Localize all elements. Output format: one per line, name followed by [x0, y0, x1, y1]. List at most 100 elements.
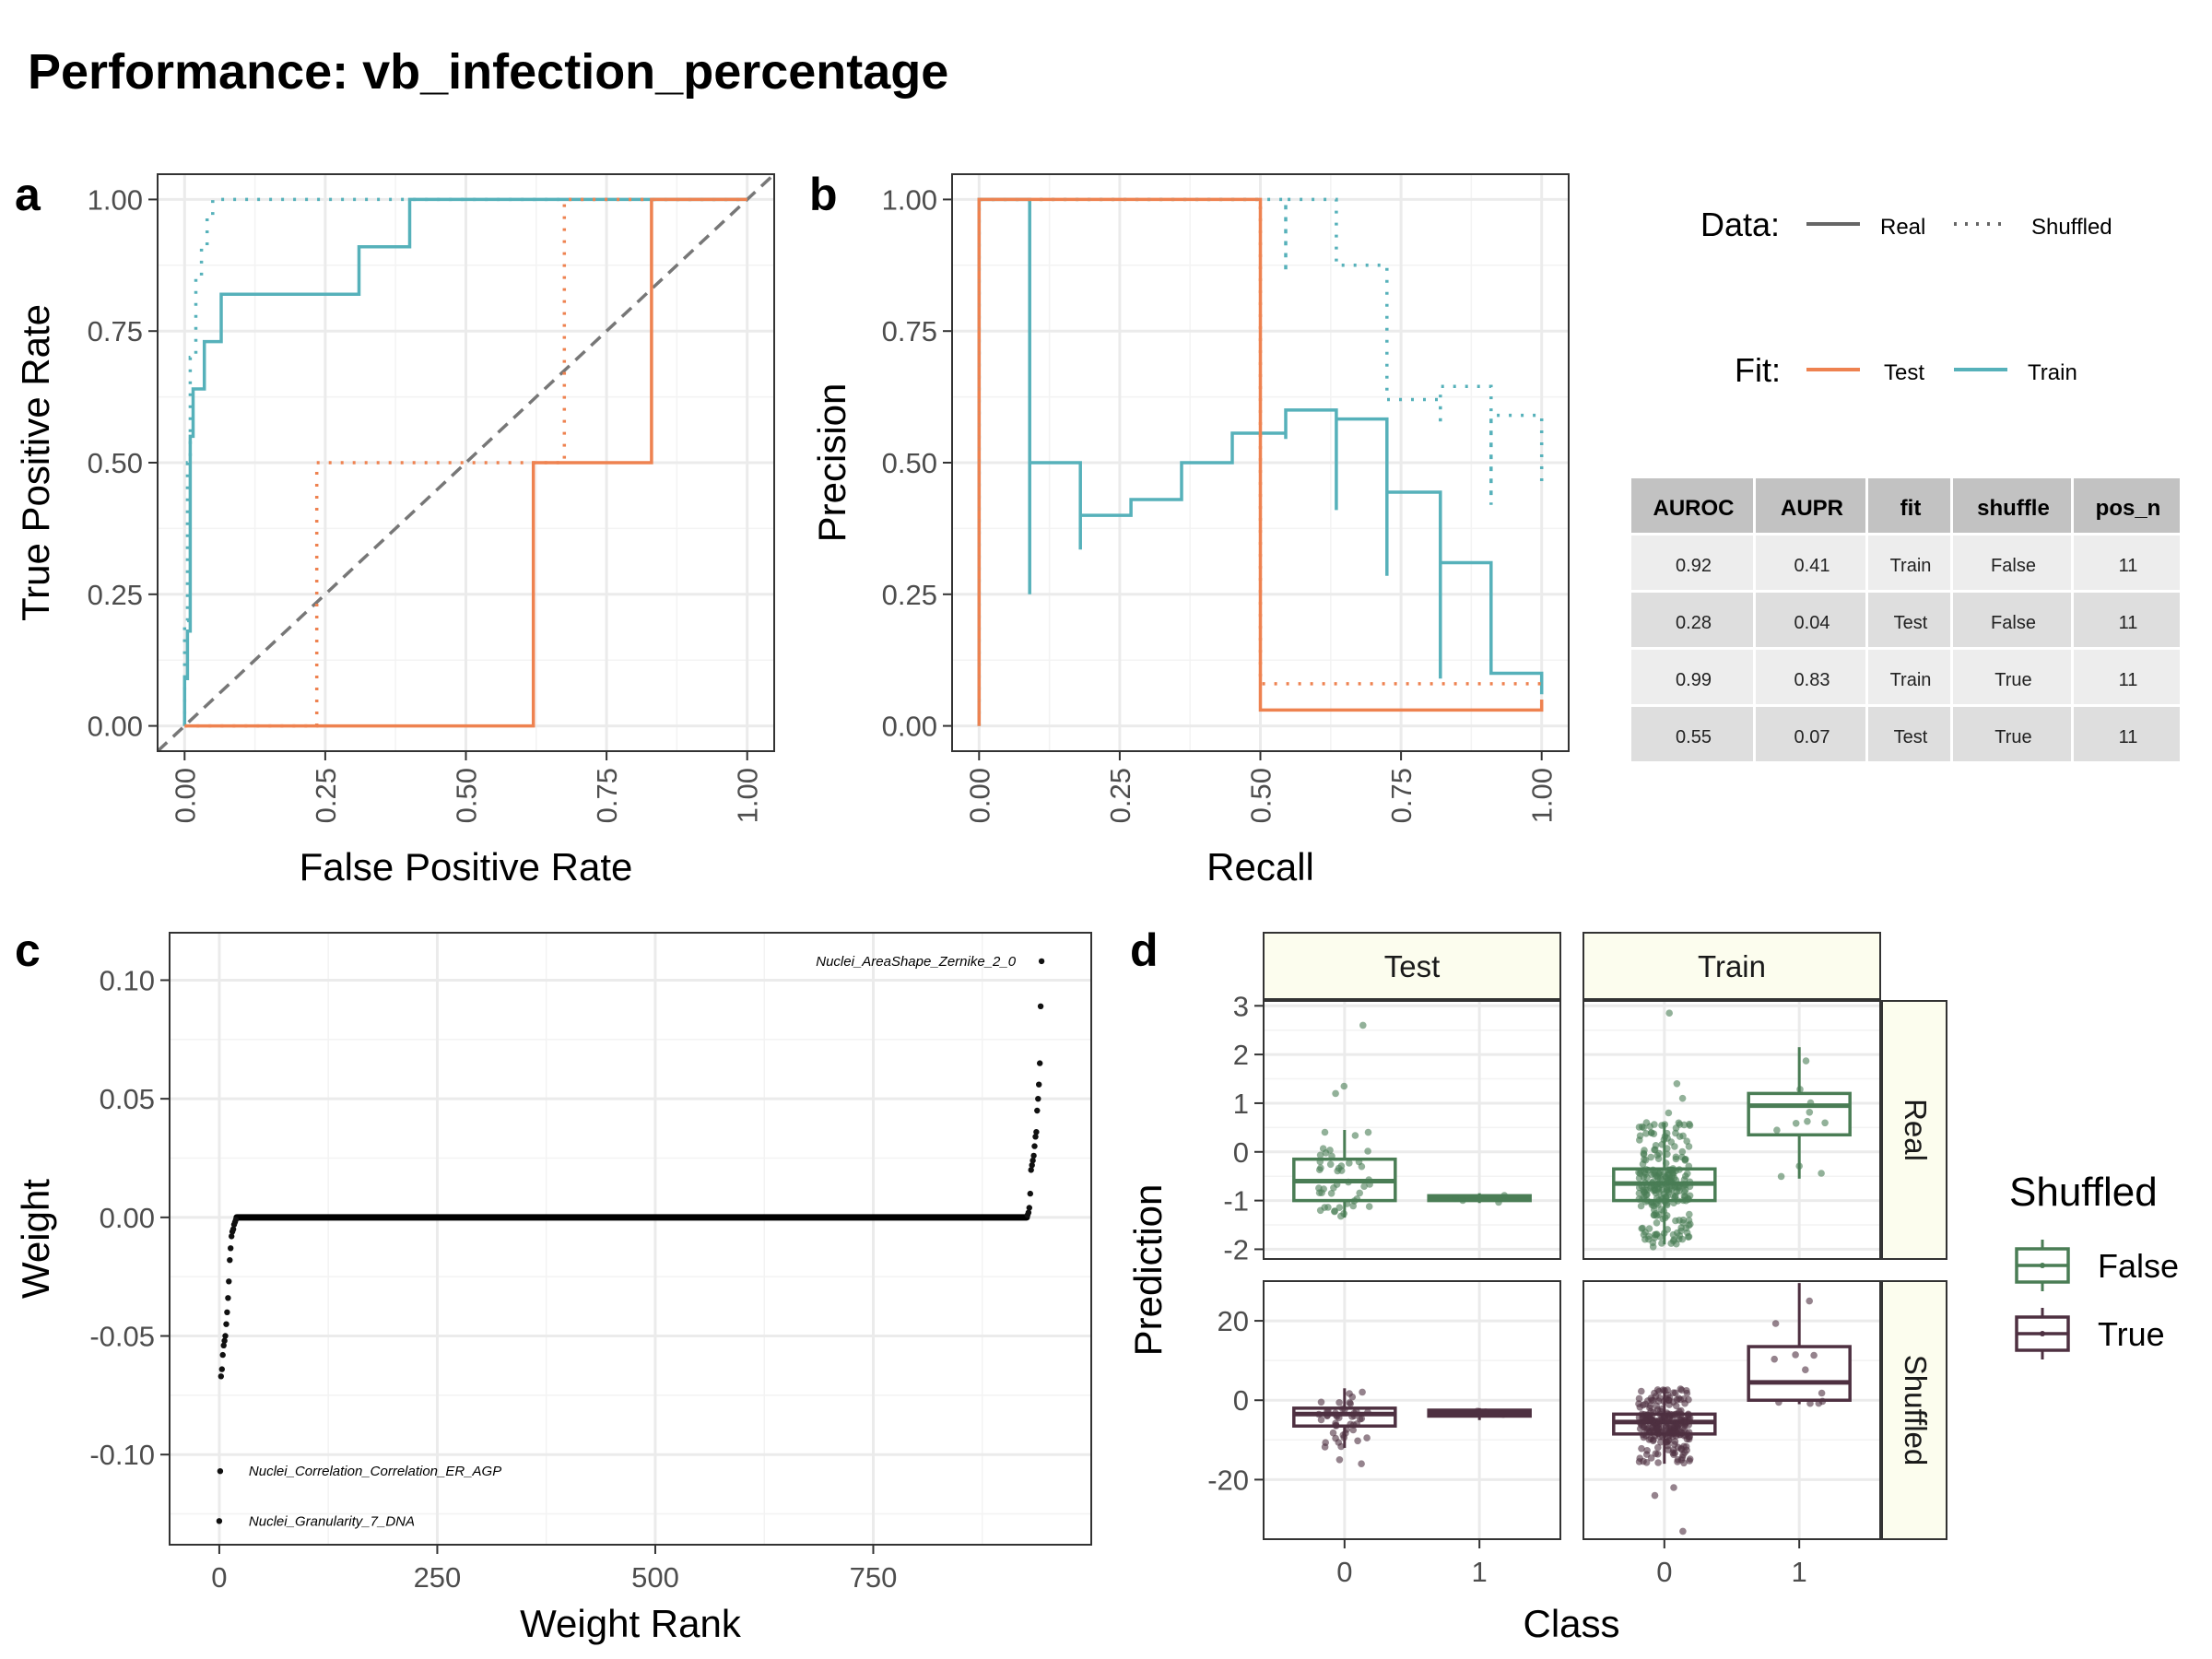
prediction-point	[1771, 1320, 1780, 1327]
prediction-point	[1663, 1185, 1670, 1194]
prediction-point	[1316, 1151, 1324, 1159]
prediction-point	[1773, 1126, 1781, 1134]
prediction-point	[1641, 1156, 1648, 1163]
prediction-point	[1649, 1243, 1657, 1251]
weight-point	[1030, 1152, 1037, 1159]
prediction-point	[1653, 1450, 1662, 1458]
table-cell-value: False	[1991, 556, 2036, 576]
prediction-point	[1635, 1394, 1643, 1403]
prediction-point	[1358, 1460, 1365, 1467]
y-tick-label: 0	[1233, 1384, 1249, 1417]
prediction-point	[1654, 1459, 1662, 1466]
prediction-point	[1474, 1407, 1481, 1415]
prediction-point	[1680, 1193, 1688, 1200]
prediction-point	[1680, 1395, 1688, 1403]
prediction-point	[1343, 1200, 1351, 1207]
prediction-point	[1316, 1206, 1324, 1215]
weight-point	[218, 1373, 224, 1380]
weight-point	[220, 1342, 227, 1349]
facet-strip-real	[1881, 1000, 1947, 1260]
prediction-point	[1335, 1439, 1343, 1446]
prediction-point	[1640, 1230, 1648, 1239]
weight-point	[1032, 1134, 1039, 1140]
feature-annotation: Nuclei_Correlation_Correlation_ER_AGP	[249, 1464, 501, 1479]
table-header-label: AUPR	[1781, 496, 1843, 521]
prediction-point	[1328, 1152, 1335, 1160]
table-cell	[1868, 535, 1950, 590]
weight-point	[1038, 958, 1045, 965]
table-header-cell	[1868, 478, 1950, 533]
roc-panel: 0.00 0.25 0.50 0.75 1.00 0.00 0.25 0.50 0.75 1.00…	[14, 172, 776, 888]
weight-point	[229, 1233, 235, 1240]
prediction-point	[1660, 1135, 1668, 1144]
prediction-point	[1657, 1194, 1665, 1201]
weight-point	[226, 1278, 232, 1285]
table-cell-value: Test	[1894, 613, 1928, 633]
weight-point	[225, 1295, 231, 1301]
prediction-point	[1658, 1122, 1665, 1129]
prediction-point	[1655, 1211, 1663, 1218]
weight-point	[1027, 1190, 1034, 1197]
prediction-point	[1364, 1147, 1371, 1155]
prediction-point	[1637, 1202, 1645, 1210]
prediction-point	[1638, 1444, 1645, 1453]
prediction-point	[1806, 1297, 1813, 1305]
prediction-point	[1686, 1210, 1693, 1218]
shuffled-legend: Shuffled False True	[2009, 1170, 2179, 1359]
prediction-point	[1676, 1166, 1683, 1173]
table-cell-value: 0.55	[1676, 727, 1712, 747]
prediction-point	[1674, 1197, 1682, 1205]
y-tick-label: 1	[1233, 1088, 1249, 1120]
prediction-point	[1661, 1414, 1668, 1421]
prediction-point	[1635, 1124, 1643, 1131]
prediction-point	[1636, 1170, 1644, 1178]
prediction-point	[1642, 1130, 1650, 1137]
prediction-point	[1675, 1421, 1682, 1429]
prediction-point	[1795, 1162, 1803, 1170]
y-tick-label: 0.00	[100, 1202, 155, 1234]
prediction-point	[1674, 1182, 1681, 1191]
prediction-point	[1796, 1086, 1804, 1093]
prediction-point	[1654, 1188, 1663, 1195]
weight-point	[217, 1468, 224, 1475]
x-tick-label: 500	[631, 1561, 679, 1594]
prediction-point	[1672, 1217, 1679, 1225]
x-tick-label: 0.25	[1104, 768, 1136, 823]
table-cell	[1631, 593, 1753, 647]
table-cell-value: True	[1994, 727, 2031, 747]
prediction-point	[1331, 1207, 1338, 1215]
prediction-point	[1685, 1143, 1693, 1150]
prediction-point	[1679, 1451, 1687, 1459]
prediction-point	[1676, 1407, 1683, 1416]
table-header-label: shuffle	[1977, 496, 2050, 521]
y-axis-title: Prediction	[1126, 1184, 1170, 1357]
panel-d-tag: d	[1130, 924, 1159, 976]
legend-point	[2040, 1331, 2045, 1336]
prediction-point	[1647, 1153, 1654, 1161]
table-cell-value: 0.92	[1676, 556, 1712, 576]
table-cell-value: 11	[2119, 613, 2138, 633]
table-cell	[1631, 650, 1753, 704]
y-axis-title: True Positive Rate	[14, 304, 57, 621]
prediction-point	[1667, 1138, 1676, 1146]
table-cell-value: False	[1991, 613, 2036, 633]
prediction-point	[1668, 1178, 1676, 1186]
panel-a-tag: a	[15, 169, 41, 220]
prediction-point	[1315, 1410, 1323, 1418]
y-tick-label: 0.00	[88, 711, 143, 743]
prediction-point	[1646, 1123, 1654, 1130]
prediction-point	[1802, 1366, 1809, 1373]
prediction-point	[1677, 1224, 1685, 1231]
prediction-point	[1365, 1176, 1372, 1183]
prediction-point	[1647, 1435, 1655, 1442]
prediction-point	[1360, 1182, 1368, 1190]
prediction-point	[1636, 1132, 1644, 1140]
prediction-point	[1332, 1409, 1339, 1417]
prediction-point	[1775, 1398, 1783, 1406]
x-tick-label: 0.50	[1245, 768, 1277, 823]
prediction-point	[1673, 1229, 1681, 1237]
weight-point	[223, 1321, 229, 1327]
prediction-point	[1356, 1189, 1363, 1197]
prediction-point	[1640, 1433, 1648, 1441]
weight-point	[232, 1217, 240, 1223]
